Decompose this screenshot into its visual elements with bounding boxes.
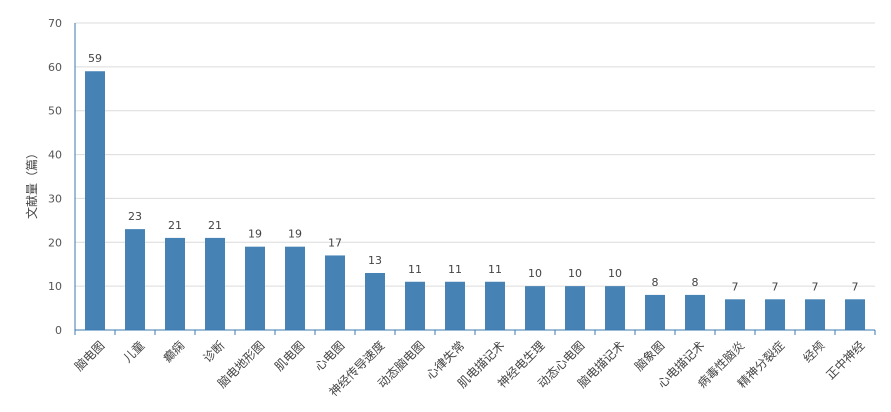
- y-axis: 0 10 20 30 40 50 60 70: [48, 17, 76, 337]
- x-tick-label: 心电图: [312, 338, 347, 373]
- y-tick-label: 20: [48, 236, 62, 249]
- data-label: 11: [448, 263, 462, 276]
- bar[interactable]: [125, 229, 145, 330]
- bar[interactable]: [805, 299, 825, 330]
- bar[interactable]: [765, 299, 785, 330]
- bars: [85, 71, 865, 330]
- bar[interactable]: [445, 281, 465, 330]
- data-label: 8: [692, 276, 699, 289]
- y-tick-label: 70: [48, 17, 62, 30]
- x-tick-label: 脑电图: [72, 338, 107, 373]
- y-tick-label: 30: [48, 192, 62, 205]
- x-tick-label: 儿童: [120, 338, 148, 366]
- data-label: 59: [88, 52, 102, 65]
- data-label: 17: [328, 236, 342, 249]
- x-tick-label: 经颅: [800, 338, 827, 365]
- bar[interactable]: [565, 286, 585, 330]
- data-label: 23: [128, 210, 142, 223]
- y-axis-title: 文献量（篇）: [24, 147, 39, 219]
- data-label: 8: [652, 276, 659, 289]
- data-label: 21: [208, 219, 222, 232]
- bar[interactable]: [725, 299, 745, 330]
- data-label: 11: [408, 263, 422, 276]
- bar[interactable]: [845, 299, 865, 330]
- data-label: 11: [488, 263, 502, 276]
- y-tick-label: 40: [48, 149, 62, 162]
- data-label: 21: [168, 219, 182, 232]
- y-tick-label: 50: [48, 105, 62, 118]
- bar[interactable]: [205, 237, 225, 330]
- bar[interactable]: [245, 246, 265, 330]
- data-label: 19: [248, 228, 262, 241]
- data-label: 13: [368, 254, 382, 267]
- data-label: 7: [772, 280, 779, 293]
- data-label: 10: [568, 267, 582, 280]
- data-label: 7: [812, 280, 819, 293]
- bar[interactable]: [85, 71, 105, 330]
- bar[interactable]: [645, 294, 665, 330]
- x-tick-label: 正中神经: [823, 338, 868, 383]
- data-label: 7: [852, 280, 859, 293]
- x-tick-label: 癫痫: [160, 338, 188, 366]
- bar[interactable]: [605, 286, 625, 330]
- x-tick-label: 诊断: [200, 338, 228, 366]
- data-label: 7: [732, 280, 739, 293]
- bar[interactable]: [485, 281, 505, 330]
- data-label: 19: [288, 228, 302, 241]
- y-tick-label: 10: [48, 280, 62, 293]
- bar[interactable]: [405, 281, 425, 330]
- x-tick-label: 脑象图: [632, 338, 667, 373]
- data-label: 10: [608, 267, 622, 280]
- bar[interactable]: [685, 294, 705, 330]
- bar[interactable]: [325, 255, 345, 330]
- gridlines: [75, 22, 875, 287]
- bar[interactable]: [365, 272, 385, 330]
- bar[interactable]: [285, 246, 305, 330]
- data-label: 10: [528, 267, 542, 280]
- bar[interactable]: [165, 237, 185, 330]
- bar[interactable]: [525, 286, 545, 330]
- x-tick-label: 肌电图: [272, 338, 307, 373]
- y-tick-label: 0: [55, 324, 62, 337]
- data-labels: 59 23 21 21 19 19 17 13 11 11 11 10 10 10 8 8 7 7 7 7: [88, 52, 859, 293]
- y-tick-label: 60: [48, 61, 62, 74]
